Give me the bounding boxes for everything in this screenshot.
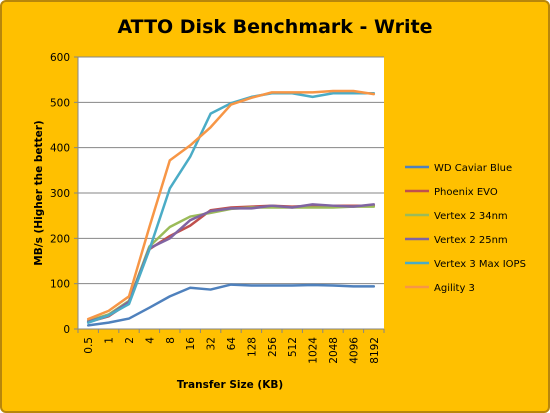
legend: WD Caviar Blue Phoenix EVO Vertex 2 34nm Ve… bbox=[405, 163, 526, 294]
x-tick-label: 2048 bbox=[328, 337, 340, 364]
legend-entry: Agility 3 bbox=[434, 283, 475, 294]
x-tick-label: 8 bbox=[165, 337, 177, 344]
legend-entry: WD Caviar Blue bbox=[434, 163, 512, 174]
y-tick-label: 100 bbox=[50, 279, 70, 291]
axes: 0 100 200 300 400 500 600 0.5 1 2 4 8 16 32 64 128 256 51… bbox=[50, 52, 385, 364]
x-tick-label: 512 bbox=[287, 337, 299, 357]
x-axis-title: Transfer Size (KB) bbox=[177, 379, 283, 391]
series-line-0 bbox=[86, 283, 376, 327]
x-tick-label: 4 bbox=[144, 337, 156, 344]
x-tick-label: 2 bbox=[124, 337, 136, 344]
y-tick-label: 0 bbox=[63, 324, 70, 336]
series-line-5 bbox=[86, 89, 376, 321]
x-tick-label: 8192 bbox=[369, 337, 381, 364]
x-tick-label: 0.5 bbox=[83, 337, 95, 354]
legend-entry: Vertex 2 25nm bbox=[434, 235, 508, 246]
y-axis-title: MB/s (Higher the better) bbox=[33, 120, 45, 265]
y-tick-label: 200 bbox=[50, 233, 70, 245]
legend-entry: Phoenix EVO bbox=[434, 187, 498, 198]
x-tick-label: 256 bbox=[267, 337, 279, 357]
legend-entry: Vertex 2 34nm bbox=[434, 211, 508, 222]
x-tick-label: 4096 bbox=[348, 337, 360, 364]
x-tick-label: 128 bbox=[246, 337, 258, 357]
x-tick-label: 1024 bbox=[308, 337, 320, 364]
series-lines bbox=[86, 89, 376, 327]
legend-entry: Vertex 3 Max IOPS bbox=[434, 259, 526, 270]
y-tick-label: 600 bbox=[50, 52, 70, 64]
x-tick-label: 16 bbox=[185, 337, 197, 351]
y-tick-label: 300 bbox=[50, 188, 70, 200]
x-tick-label: 1 bbox=[104, 337, 116, 344]
chart-title: ATTO Disk Benchmark - Write bbox=[117, 16, 432, 38]
x-tick-label: 64 bbox=[226, 337, 238, 351]
series-line-4 bbox=[86, 92, 376, 324]
y-tick-label: 400 bbox=[50, 143, 70, 155]
y-tick-label: 500 bbox=[50, 97, 70, 109]
x-tick-label: 32 bbox=[206, 337, 218, 350]
